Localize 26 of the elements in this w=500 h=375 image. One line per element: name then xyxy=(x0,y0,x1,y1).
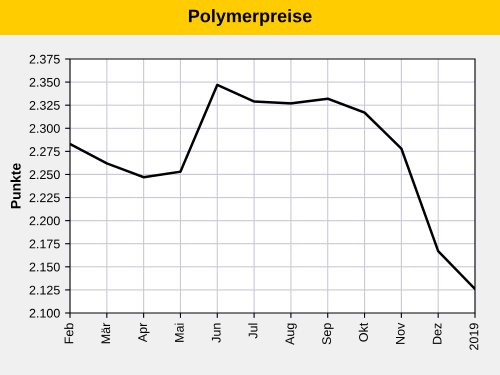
x-tick-label: Nov xyxy=(396,322,405,344)
x-tick-label: Apr xyxy=(138,322,150,342)
x-tick-label: Mai xyxy=(174,324,184,342)
x-tick-label: Feb xyxy=(64,323,74,344)
y-tick-label: 2.100 xyxy=(30,308,60,318)
y-tick-label: 2.250 xyxy=(30,170,60,180)
chart-title: Polymerpreise xyxy=(188,9,312,26)
x-tick-label: Okt xyxy=(358,322,368,342)
x-tick-label: 2019 xyxy=(470,323,478,350)
x-tick-label: Jun xyxy=(212,324,221,343)
y-tick-label: 2.350 xyxy=(30,78,60,87)
y-tick-label: 2.300 xyxy=(30,124,60,133)
x-tick-label: Mär xyxy=(101,322,110,344)
y-tick-label: 2.150 xyxy=(30,262,60,272)
y-tick-label: 2.175 xyxy=(30,240,60,248)
y-tick-label: 2.375 xyxy=(30,54,60,64)
y-tick-label: 2.200 xyxy=(30,216,60,226)
y-tick-label: 2.225 xyxy=(30,193,60,202)
x-tick-label: Aug xyxy=(286,324,297,345)
y-tick-label: 2.325 xyxy=(30,100,60,110)
y-tick-label: 2.125 xyxy=(30,286,60,295)
x-tick-label: Sep xyxy=(322,323,334,344)
y-axis-title: Punkte xyxy=(10,163,21,208)
x-tick-label: Dez xyxy=(432,323,442,344)
x-tick-label: Jul xyxy=(248,324,258,339)
y-tick-label: 2.275 xyxy=(30,147,60,156)
